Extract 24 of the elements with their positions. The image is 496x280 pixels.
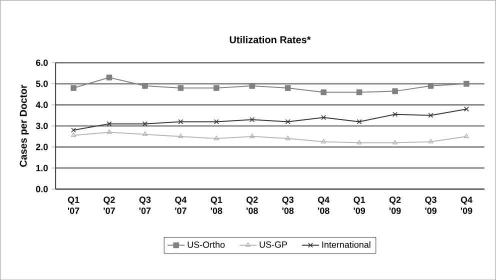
x-tick-label: Q3 '08 (282, 196, 294, 214)
y-tick-label: 5.0 (36, 80, 48, 87)
legend-label: US-GP (260, 241, 288, 248)
x-tick-label: Q4 '08 (318, 196, 330, 214)
y-tick-label: 1.0 (36, 164, 48, 172)
x-tick-label: Q3 '07 (139, 196, 151, 214)
y-axis-title: Cases per Doctor (20, 84, 29, 167)
y-tick-label: 0.0 (36, 186, 48, 192)
x-tick-label: Q4 '09 (460, 196, 472, 214)
x-tick-label: Q2 '09 (389, 196, 401, 214)
x-tick-label: Q2 '07 (104, 196, 115, 214)
y-tick-label: 2.0 (36, 144, 48, 150)
y-tick-label: 4.0 (36, 102, 48, 108)
x-tick-label: Q1 '08 (210, 196, 222, 214)
y-tick-label: 6.0 (36, 59, 48, 66)
y-tick-label: 3.0 (36, 122, 48, 129)
x-tick-label: Q3 '09 (425, 196, 436, 214)
x-tick-label: Q4 '07 (175, 196, 187, 214)
legend-label: US-Ortho (188, 241, 225, 248)
x-tick-label: Q1 '09 (354, 196, 366, 214)
x-tick-label: Q2 '08 (246, 196, 258, 214)
chart-title: Utilization Rates* (230, 36, 311, 44)
x-tick-label: Q1 '07 (68, 196, 80, 214)
legend-label: International (322, 241, 370, 248)
